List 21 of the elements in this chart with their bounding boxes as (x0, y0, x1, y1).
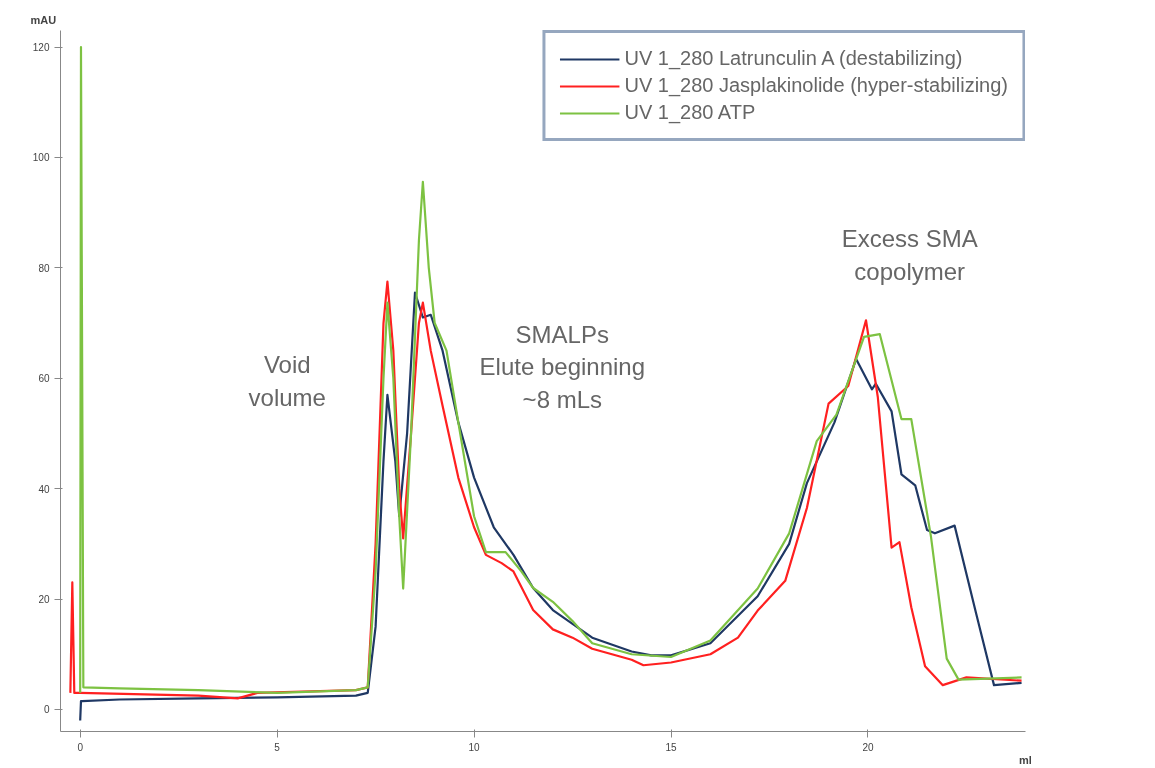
annotation: Void volume (248, 351, 326, 411)
x-tick-label: 5 (274, 741, 281, 753)
y-tick-label: 120 (32, 42, 50, 54)
y-tick-label: 0 (43, 704, 50, 716)
x-tick-label: 0 (77, 741, 84, 753)
x-tick-label: 20 (862, 741, 874, 753)
legend-label: UV 1_280 ATP (624, 101, 756, 124)
x-axis-title: ml (1019, 753, 1032, 766)
line-series (79, 45, 1023, 694)
y-tick-label: 100 (32, 152, 50, 164)
annotation: SMALPs Elute beginning ~8 mLs (479, 321, 646, 413)
x-tick-label: 15 (665, 741, 678, 753)
y-tick-label: 60 (38, 373, 50, 385)
x-tick-label: 10 (468, 741, 481, 753)
legend-label: UV 1_280 Latrunculin A (destabilizing) (624, 47, 963, 70)
annotation: Excess SMA copolymer (841, 225, 978, 285)
y-tick-label: 80 (38, 262, 50, 274)
legend-label: UV 1_280 Jasplakinolide (hyper-stabilizing) (624, 74, 1008, 97)
y-tick-label: 20 (38, 594, 50, 606)
y-axis-title: mAU (30, 13, 57, 26)
y-tick-label: 40 (38, 483, 50, 495)
